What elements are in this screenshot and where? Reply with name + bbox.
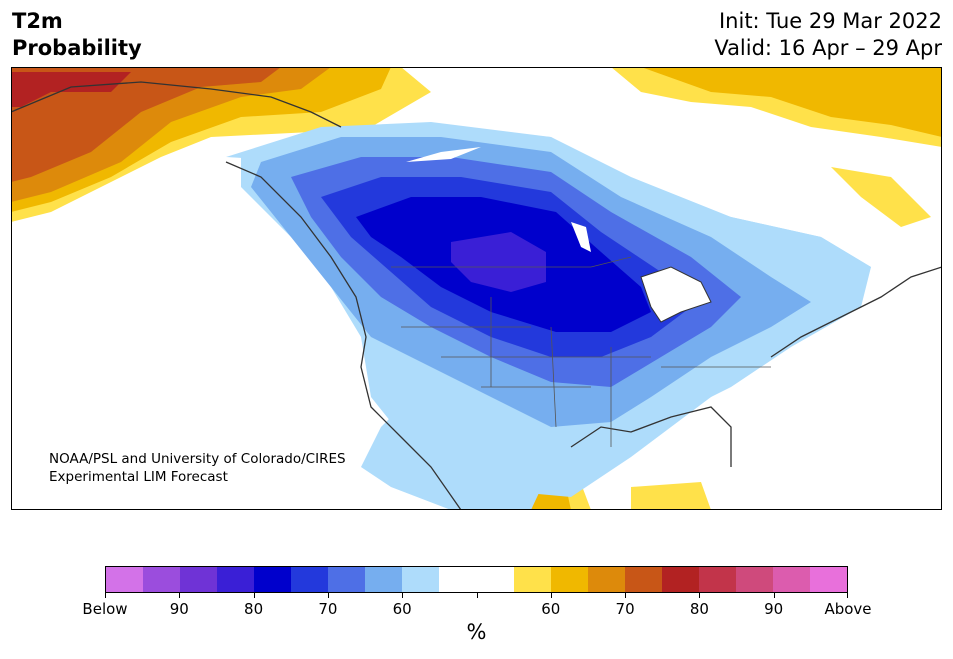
colorbar-tick-label: 80 <box>244 600 264 618</box>
map-title: T2m Probability <box>12 8 142 62</box>
colorbar-tick-mark <box>476 593 478 598</box>
colorbar-tick-mark <box>179 593 181 598</box>
colorbar-segment <box>217 567 255 592</box>
colorbar-segment <box>106 567 144 592</box>
colorbar-segment <box>180 567 218 592</box>
credit-line1: NOAA/PSL and University of Colorado/CIRE… <box>49 451 346 467</box>
colorbar-tick-labels: Below 90 80 70 60 60 70 80 90 Above <box>82 600 871 620</box>
colorbar-tick-label: Above <box>824 600 872 618</box>
colorbar-tick-mark <box>847 593 848 598</box>
colorbar-segment <box>328 567 366 592</box>
colorbar-segment <box>772 567 810 592</box>
colorbar-tick-mark <box>402 593 404 598</box>
colorbar-tick-label: 70 <box>615 600 635 618</box>
forecast-dates: Init: Tue 29 Mar 2022 Valid: 16 Apr – 29… <box>714 8 942 62</box>
colorbar-segment <box>143 567 181 592</box>
colorbar-segment <box>661 567 699 592</box>
colorbar-ticks <box>105 593 848 599</box>
colorbar-tick-mark <box>253 593 255 598</box>
state-borders <box>391 256 771 447</box>
colorbar-tick-mark <box>105 593 106 598</box>
colorbar-segment <box>624 567 662 592</box>
valid-date: Valid: 16 Apr – 29 Apr <box>714 36 942 60</box>
colorbar-tick-label: 90 <box>169 600 189 618</box>
credit-text: NOAA/PSL and University of Colorado/CIRE… <box>49 450 346 486</box>
colorbar-tick-mark <box>625 593 627 598</box>
colorbar-segment <box>402 567 440 592</box>
colorbar-tick-label: 70 <box>318 600 338 618</box>
great-lakes <box>640 266 712 323</box>
colorbar-segment <box>550 567 588 592</box>
colorbar-segment <box>439 567 477 592</box>
title-line2: Probability <box>12 36 142 60</box>
colorbar-tick-label: 80 <box>689 600 709 618</box>
colorbar-segment <box>365 567 403 592</box>
colorbar-tick-mark <box>773 593 775 598</box>
colorbar-tick-mark <box>550 593 552 598</box>
colorbar-segment <box>809 567 847 592</box>
credit-line2: Experimental LIM Forecast <box>49 469 228 485</box>
colorbar <box>105 566 848 593</box>
colorbar-segment <box>587 567 625 592</box>
colorbar-segment <box>476 567 514 592</box>
colorbar-segment <box>513 567 551 592</box>
coastline <box>11 81 942 510</box>
colorbar-tick-label: 60 <box>541 600 561 618</box>
colorbar-segment <box>254 567 292 592</box>
colorbar-tick-mark <box>699 593 701 598</box>
colorbar-tick-mark <box>327 593 329 598</box>
colorbar-unit: % <box>466 620 487 644</box>
colorbar-tick-label: 60 <box>392 600 412 618</box>
init-date: Init: Tue 29 Mar 2022 <box>718 9 942 33</box>
title-line1: T2m <box>12 9 63 33</box>
colorbar-tick-label: Below <box>82 600 128 618</box>
map-frame <box>11 67 942 510</box>
probability-map <box>11 67 942 510</box>
colorbar-tick-label: 90 <box>764 600 784 618</box>
colorbar-segment <box>291 567 329 592</box>
colorbar-segment <box>735 567 773 592</box>
colorbar-segment <box>698 567 736 592</box>
